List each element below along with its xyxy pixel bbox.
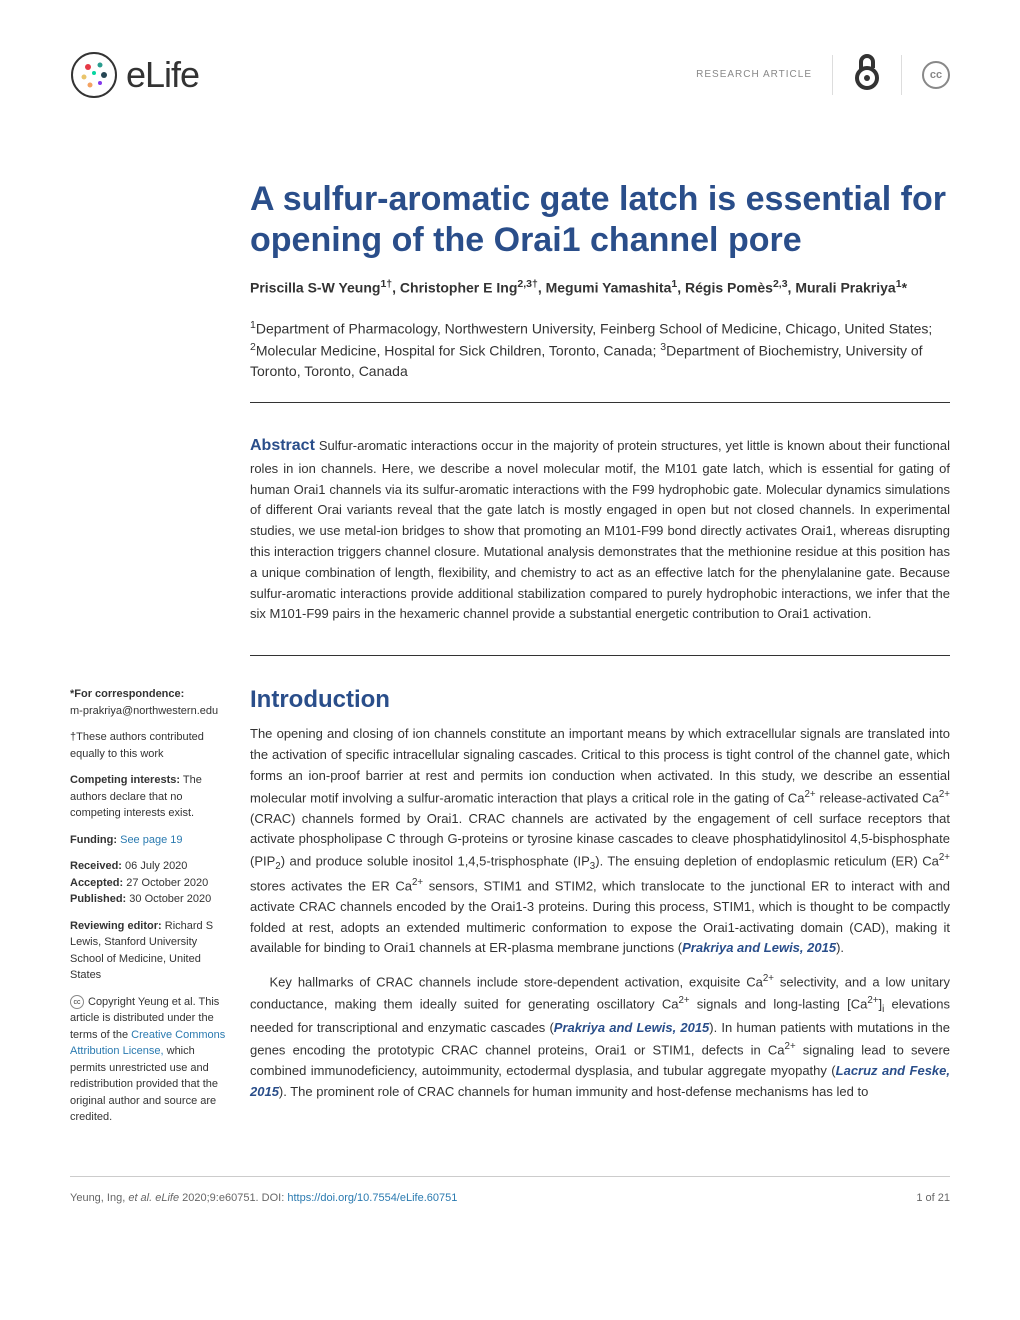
published-date: 30 October 2020 [126,893,211,905]
contribution-note: †These authors contributed equally to th… [70,729,230,762]
affiliations: 1Department of Pharmacology, Northwester… [250,318,950,382]
page-number: 1 of 21 [916,1192,950,1204]
doi-link[interactable]: https://doi.org/10.7554/eLife.60751 [287,1192,457,1204]
funding-link[interactable]: See page 19 [117,834,182,846]
article-title: A sulfur-aromatic gate latch is essentia… [250,179,950,261]
logo-text: eLife [126,54,199,96]
authors-list: Priscilla S-W Yeung1†, Christopher E Ing… [250,277,950,298]
cc-small-icon: cc [70,995,84,1009]
competing-label: Competing interests: [70,774,180,786]
elife-logo-icon [70,51,118,99]
intro-paragraph-2: Key hallmarks of CRAC channels include s… [250,971,950,1102]
accepted-label: Accepted: [70,877,123,889]
header-right: RESEARCH ARTICLE cc [696,50,950,99]
main-layout: *For correspondence: m-prakriya@northwes… [70,686,950,1136]
main-content: Introduction The opening and closing of … [250,686,950,1136]
open-access-icon [853,50,881,99]
accepted-date: 27 October 2020 [123,877,208,889]
section-divider [250,655,950,656]
correspondence-label: *For correspondence: [70,688,184,700]
article-type-label: RESEARCH ARTICLE [696,69,812,80]
abstract-section: Abstract Sulfur-aromatic interactions oc… [250,433,950,625]
cc-license-icon: cc [922,61,950,89]
received-date: 06 July 2020 [122,860,187,872]
footer-citation: Yeung, Ing, et al. eLife 2020;9:e60751. … [70,1192,457,1204]
sidebar-metadata: *For correspondence: m-prakriya@northwes… [70,686,230,1136]
intro-paragraph-1: The opening and closing of ion channels … [250,724,950,959]
doi-label: DOI: [262,1192,288,1204]
abstract-text: Sulfur-aromatic interactions occur in th… [250,438,950,621]
abstract-label: Abstract [250,437,315,454]
introduction-heading: Introduction [250,686,950,714]
divider [832,55,833,95]
divider [901,55,902,95]
correspondence-email: m-prakriya@northwestern.edu [70,705,218,717]
reviewing-label: Reviewing editor: [70,920,162,932]
received-label: Received: [70,860,122,872]
logo-group: eLife [70,51,199,99]
page-header: eLife RESEARCH ARTICLE cc [70,50,950,119]
published-label: Published: [70,893,126,905]
funding-label: Funding: [70,834,117,846]
section-divider [250,402,950,403]
page-footer: Yeung, Ing, et al. eLife 2020;9:e60751. … [70,1176,950,1204]
